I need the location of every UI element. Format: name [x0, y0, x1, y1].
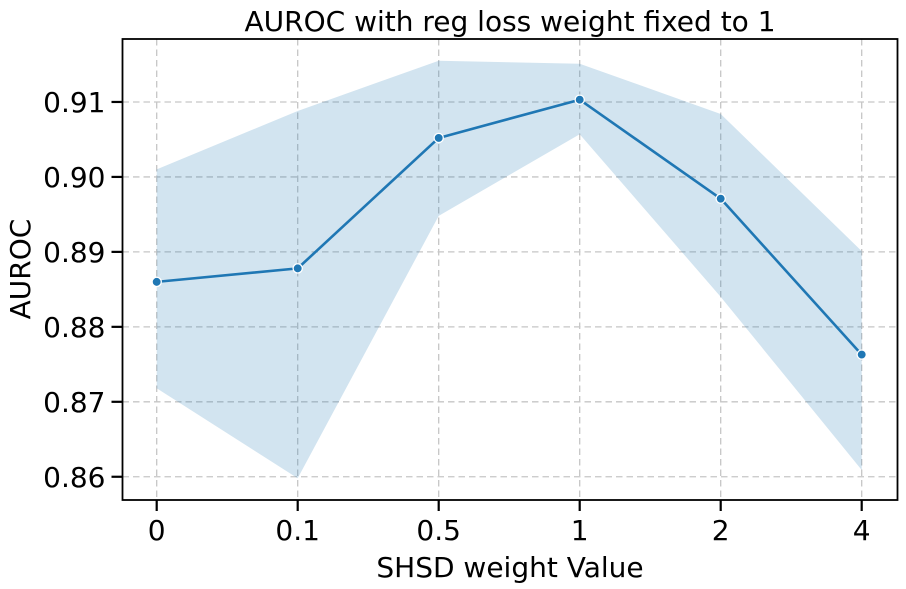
y-tick-label: 0.90 [43, 161, 105, 194]
y-tick-label: 0.91 [43, 86, 105, 119]
x-tick-label: 0.1 [275, 514, 320, 547]
y-tick-label: 0.89 [43, 236, 105, 269]
series-layer [151, 94, 867, 360]
data-point-marker [574, 94, 585, 105]
x-axis-label: SHSD weight Value [376, 551, 643, 584]
confidence-band [156, 60, 862, 479]
axes-layer [111, 38, 899, 511]
data-point-marker [856, 349, 867, 360]
x-tick-label: 2 [712, 514, 730, 547]
x-tick-label: 1 [571, 514, 589, 547]
data-point-marker [151, 276, 162, 288]
data-point-marker [715, 193, 726, 204]
data-point-marker [292, 263, 303, 274]
y-tick-label: 0.88 [43, 311, 105, 344]
y-tick-label: 0.87 [43, 386, 105, 419]
plot-box-spines [121, 38, 899, 501]
auroc-mean-line [155, 98, 864, 356]
y-axis-label: AUROC [4, 219, 37, 320]
x-tick-label: 4 [853, 514, 871, 547]
y-tick-label: 0.86 [43, 461, 105, 494]
data-point-marker [433, 132, 444, 144]
x-tick-label: 0 [148, 514, 166, 547]
tick-labels-layer: 0.86 0.87 0.88 0.89 0.90 0.91 0 0.1 0.5 1 2 4 [43, 86, 870, 547]
chart-title: AUROC with reg loss weight fixed to 1 [244, 5, 775, 38]
x-tick-label: 0.5 [416, 514, 461, 547]
confidence-band-layer [156, 60, 862, 479]
